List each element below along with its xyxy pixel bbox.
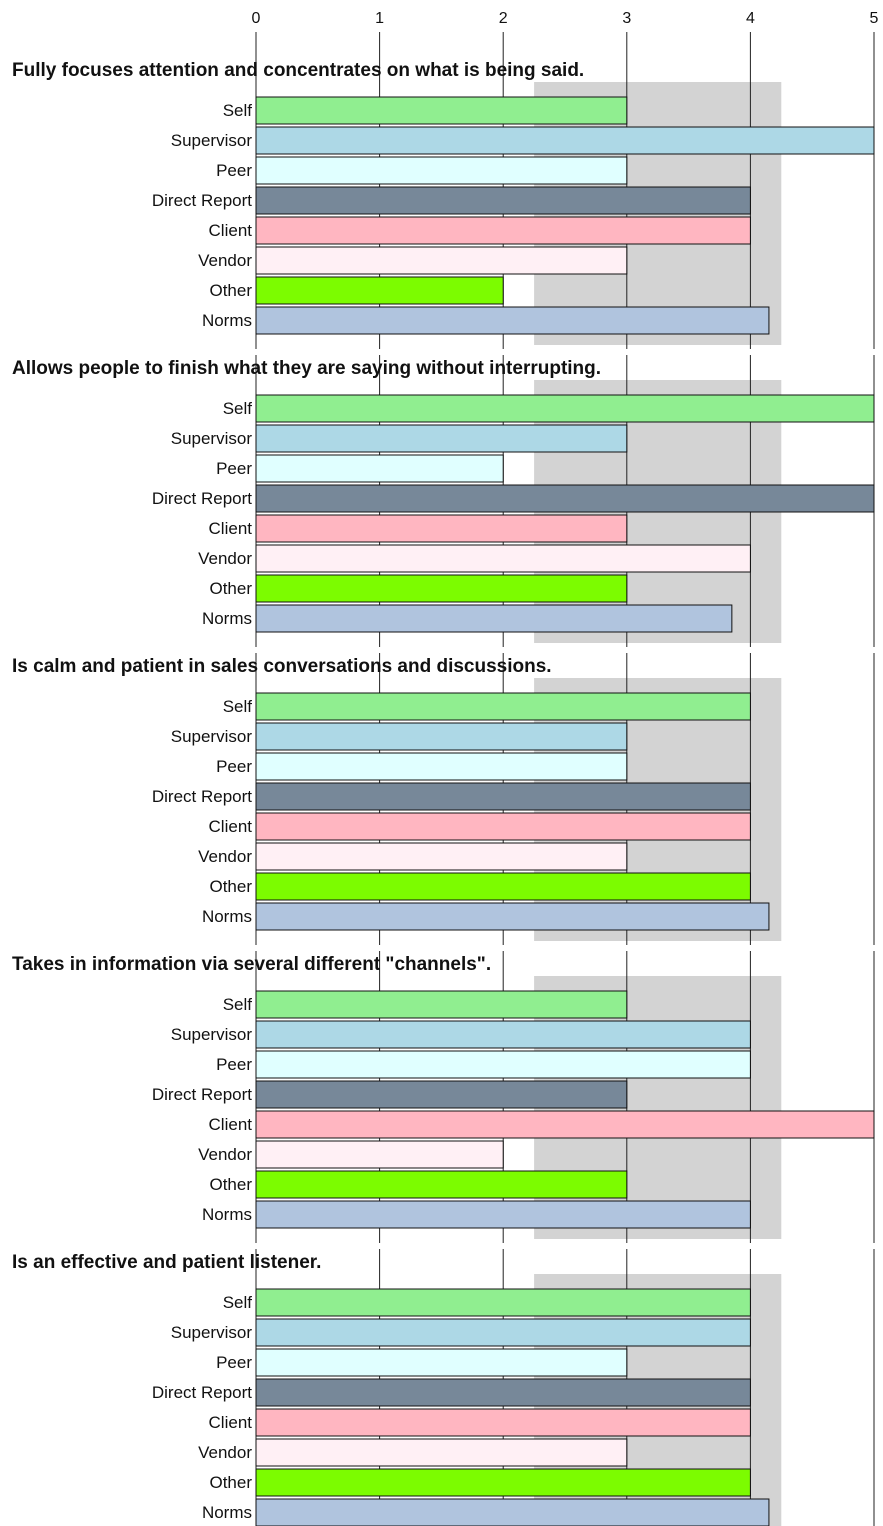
- bar: [255, 96, 628, 125]
- bar: [255, 1170, 628, 1199]
- panel: Is calm and patient in sales conversatio…: [12, 653, 875, 945]
- category-label: Norms: [202, 609, 252, 628]
- category-label: Supervisor: [171, 727, 253, 746]
- bar: [255, 782, 751, 811]
- category-label: Peer: [216, 1353, 252, 1372]
- bar: [255, 1140, 504, 1169]
- x-tick-label: 2: [499, 10, 508, 27]
- category-label: Peer: [216, 459, 252, 478]
- category-label: Self: [223, 399, 253, 418]
- bar: [255, 1050, 751, 1079]
- bar: [255, 990, 628, 1019]
- x-tick-label: 3: [622, 10, 631, 27]
- bar: [255, 1020, 751, 1049]
- category-label: Peer: [216, 1055, 252, 1074]
- bar: [255, 604, 733, 633]
- panel-title: Takes in information via several differe…: [12, 954, 491, 975]
- category-label: Norms: [202, 907, 252, 926]
- category-label: Other: [209, 281, 252, 300]
- panel-title: Is calm and patient in sales conversatio…: [12, 656, 552, 677]
- category-label: Norms: [202, 1503, 252, 1522]
- bar: [255, 1110, 875, 1139]
- bar: [255, 1080, 628, 1109]
- category-label: Supervisor: [171, 131, 253, 150]
- category-label: Self: [223, 1293, 253, 1312]
- category-label: Vendor: [198, 1145, 252, 1164]
- panel: Takes in information via several differe…: [12, 951, 875, 1243]
- category-label: Supervisor: [171, 1025, 253, 1044]
- bar: [255, 156, 628, 185]
- category-label: Peer: [216, 757, 252, 776]
- bar: [255, 1408, 751, 1437]
- category-label: Direct Report: [152, 191, 252, 210]
- panel: Allows people to finish what they are sa…: [12, 355, 875, 647]
- bar: [255, 1288, 751, 1317]
- category-label: Client: [209, 221, 253, 240]
- x-tick-label: 4: [746, 10, 755, 27]
- bar: [255, 902, 770, 931]
- bar: [255, 692, 751, 721]
- category-label: Self: [223, 697, 253, 716]
- category-label: Client: [209, 1115, 253, 1134]
- category-label: Self: [223, 995, 253, 1014]
- x-tick-label: 0: [252, 10, 261, 27]
- category-label: Other: [209, 1175, 252, 1194]
- category-label: Vendor: [198, 847, 252, 866]
- panel: 0 1 2 3 4 5 Fully focuses attention and concen…: [12, 10, 879, 349]
- category-label: Supervisor: [171, 429, 253, 448]
- bar: [255, 514, 628, 543]
- bar: [255, 842, 628, 871]
- category-label: Supervisor: [171, 1323, 253, 1342]
- bar: [255, 306, 770, 335]
- bar: [255, 454, 504, 483]
- bar: [255, 1348, 628, 1377]
- bar: [255, 812, 751, 841]
- category-label: Client: [209, 1413, 253, 1432]
- category-label: Direct Report: [152, 1383, 252, 1402]
- bar: [255, 1318, 751, 1347]
- panel-title: Fully focuses attention and concentrates…: [12, 60, 584, 81]
- panel: Is an effective and patient listener. Sel…: [12, 1249, 875, 1526]
- bar: [255, 484, 875, 513]
- category-label: Self: [223, 101, 253, 120]
- bar: [255, 1438, 628, 1467]
- category-label: Client: [209, 817, 253, 836]
- bar: [255, 544, 751, 573]
- category-label: Norms: [202, 1205, 252, 1224]
- category-label: Vendor: [198, 251, 252, 270]
- category-label: Other: [209, 1473, 252, 1492]
- bar: [255, 1378, 751, 1407]
- category-label: Other: [209, 579, 252, 598]
- bar: [255, 752, 628, 781]
- category-label: Peer: [216, 161, 252, 180]
- category-label: Direct Report: [152, 787, 252, 806]
- bar: [255, 424, 628, 453]
- x-tick-label: 5: [870, 10, 879, 27]
- bar: [255, 872, 751, 901]
- bar: [255, 394, 875, 423]
- bar: [255, 246, 628, 275]
- category-label: Direct Report: [152, 489, 252, 508]
- bar: [255, 276, 504, 305]
- bar: [255, 186, 751, 215]
- category-label: Client: [209, 519, 253, 538]
- category-label: Direct Report: [152, 1085, 252, 1104]
- category-label: Other: [209, 877, 252, 896]
- bar: [255, 216, 751, 245]
- bar: [255, 574, 628, 603]
- bar: [255, 722, 628, 751]
- panel-title: Is an effective and patient listener.: [12, 1252, 321, 1273]
- category-label: Norms: [202, 311, 252, 330]
- bar: [255, 1468, 751, 1497]
- panel-title: Allows people to finish what they are sa…: [12, 358, 601, 379]
- x-tick-label: 1: [375, 10, 384, 27]
- bar: [255, 126, 875, 155]
- category-label: Vendor: [198, 549, 252, 568]
- category-label: Vendor: [198, 1443, 252, 1462]
- bar: [255, 1200, 751, 1229]
- bar: [255, 1498, 770, 1526]
